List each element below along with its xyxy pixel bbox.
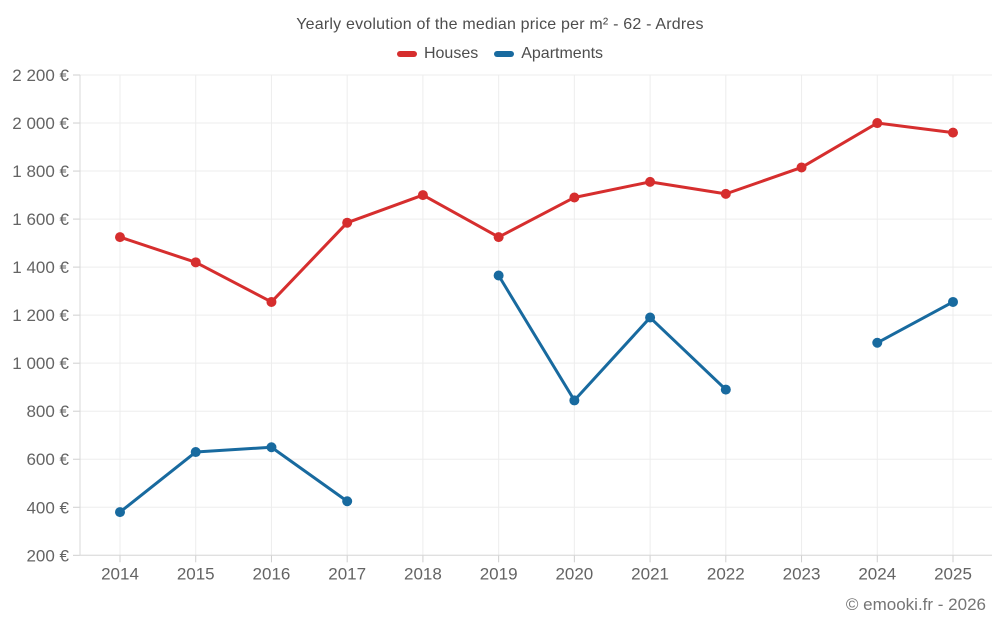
chart-title: Yearly evolution of the median price per… <box>296 16 704 33</box>
y-axis-label: 2 200 € <box>12 66 69 85</box>
series-line-apartments <box>118 445 349 514</box>
x-axis-label: 2020 <box>555 564 593 583</box>
data-point-apartments-2014 <box>115 507 125 518</box>
data-point-houses-2025 <box>948 127 958 138</box>
y-axis-label: 400 € <box>26 498 69 517</box>
legend-item-apartments[interactable]: Apartments <box>494 45 603 63</box>
data-point-apartments-2024 <box>872 337 883 348</box>
x-axis-label: 2018 <box>404 564 442 583</box>
data-point-apartments-2020 <box>569 395 580 406</box>
data-point-apartments-2019 <box>493 270 504 281</box>
series-line-houses <box>118 121 955 304</box>
data-point-apartments-2022 <box>720 384 731 395</box>
series-line-apartments <box>875 300 955 345</box>
data-point-apartments-2025 <box>948 296 958 307</box>
y-axis-label: 1 000 € <box>12 354 69 373</box>
attribution: © emooki.fr - 2026 <box>845 595 986 614</box>
y-axis-label: 1 600 € <box>12 210 69 229</box>
y-axis-label: 1 400 € <box>12 258 69 277</box>
data-point-houses-2022 <box>720 188 731 199</box>
x-axis-label: 2024 <box>858 564 896 583</box>
data-point-apartments-2015 <box>190 447 201 458</box>
x-axis-label: 2019 <box>480 564 518 583</box>
houses-legend-swatch-icon <box>396 51 417 57</box>
x-axis-label: 2025 <box>934 564 972 583</box>
x-axis-label: 2016 <box>253 564 291 583</box>
legend: Houses Apartments <box>0 45 1000 63</box>
data-point-houses-2019 <box>493 232 504 243</box>
data-point-houses-2018 <box>417 190 428 201</box>
data-point-houses-2016 <box>266 296 277 307</box>
x-axis-label: 2022 <box>707 564 745 583</box>
x-axis-label: 2015 <box>177 564 215 583</box>
data-point-apartments-2017 <box>342 496 353 507</box>
x-axis-label: 2023 <box>783 564 821 583</box>
data-point-houses-2024 <box>872 118 883 129</box>
x-axis-label: 2017 <box>328 564 366 583</box>
data-point-apartments-2016 <box>266 442 277 453</box>
y-axis-label: 600 € <box>26 450 69 469</box>
x-axis-label: 2021 <box>631 564 669 583</box>
y-axis-label: 800 € <box>26 402 69 421</box>
series-line-apartments <box>497 274 728 402</box>
data-point-apartments-2021 <box>645 312 656 323</box>
data-point-houses-2023 <box>796 162 807 173</box>
x-axis-label: 2014 <box>101 564 139 583</box>
apartments-legend-swatch-icon <box>494 51 515 57</box>
y-axis-label: 200 € <box>26 546 69 565</box>
legend-item-houses[interactable]: Houses <box>396 45 479 63</box>
y-axis-label: 2 000 € <box>12 114 69 133</box>
data-point-houses-2015 <box>190 257 201 268</box>
data-point-houses-2014 <box>115 232 125 243</box>
apartments-legend-label: Apartments <box>521 45 604 62</box>
y-axis-label: 1 200 € <box>12 306 69 325</box>
y-axis-label: 1 800 € <box>12 162 69 181</box>
data-point-houses-2017 <box>342 217 353 228</box>
data-point-houses-2020 <box>569 192 580 203</box>
data-point-houses-2021 <box>645 176 656 187</box>
houses-legend-label: Houses <box>423 45 479 62</box>
